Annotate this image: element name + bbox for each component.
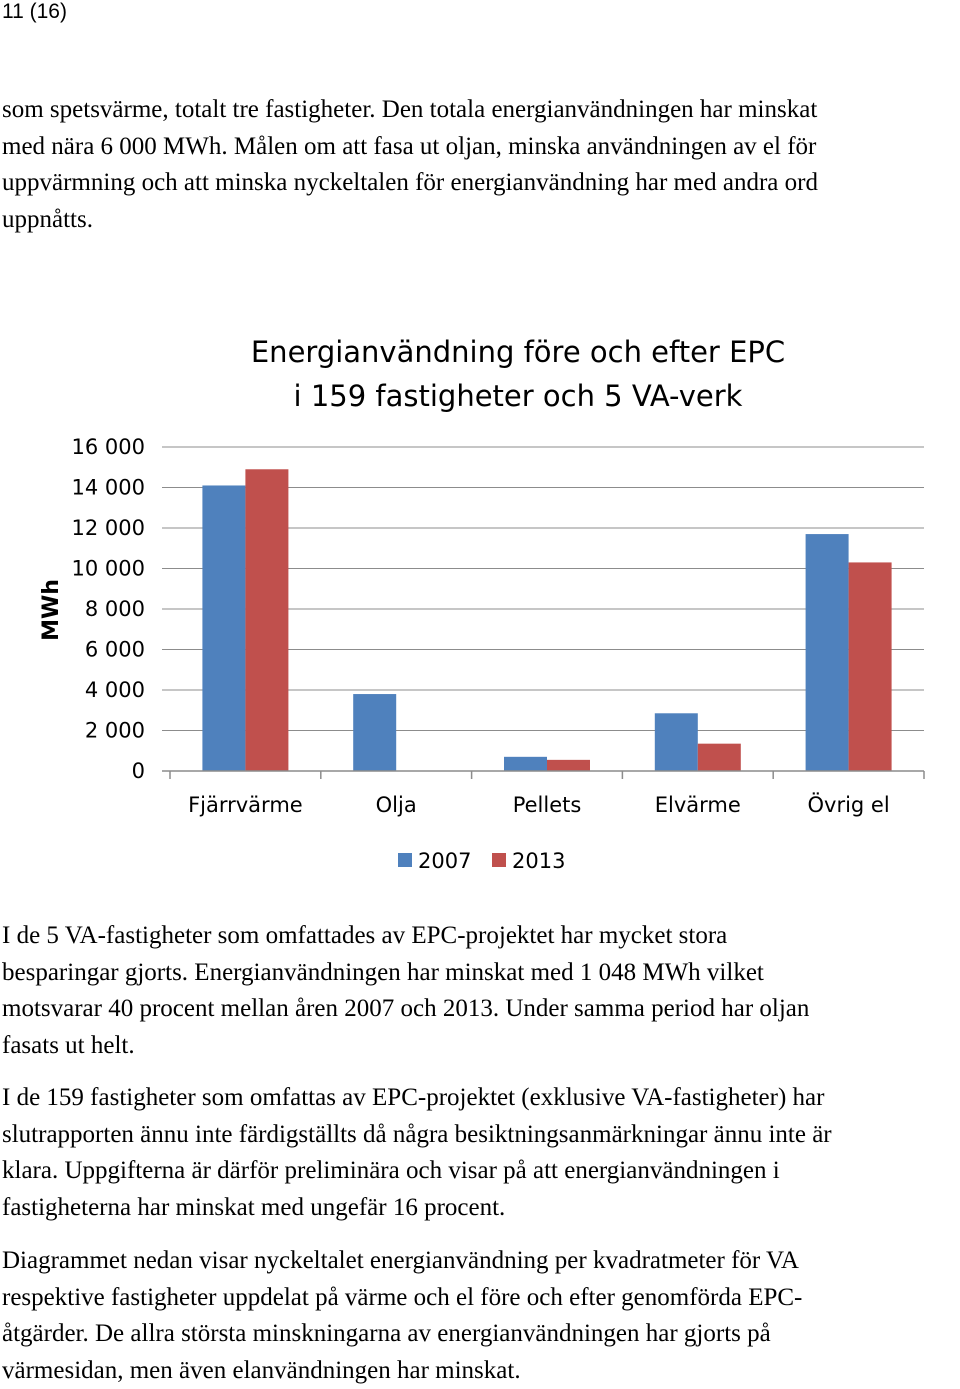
bar-2013-0	[245, 469, 289, 771]
gridlines	[162, 446, 924, 731]
bar-2013-2	[547, 759, 590, 771]
paragraph-va-line: besparingar gjorts. Energianvändningen h…	[2, 958, 764, 986]
y-tick-label: 14 000	[72, 476, 145, 500]
bar-2007-0	[202, 485, 246, 771]
bar-2013-3	[697, 743, 741, 771]
category-label: Pellets	[513, 793, 582, 817]
paragraph-va-line: fasats ut helt.	[2, 1031, 135, 1059]
paragraph-intro-line: uppnåtts.	[2, 205, 93, 233]
paragraph-diagram-line: Diagrammet nedan visar nyckeltalet energ…	[2, 1247, 799, 1274]
paragraph-diagram-line: åtgärder. De allra största minskningarna…	[2, 1320, 771, 1348]
paragraph-diagram: Diagrammet nedan visar nyckeltalet energ…	[2, 1243, 960, 1389]
energy-chart: Energianvändning före och efter EPC i 15…	[0, 320, 960, 890]
category-labels: Fjärrvärme Olja Pellets Elvärme Övrig el	[188, 792, 890, 817]
bar-2007-3	[654, 713, 698, 771]
bars	[202, 469, 892, 771]
paragraph-intro-line: uppvärmning och att minska nyckeltalen f…	[2, 169, 818, 197]
bar-2007-4	[805, 534, 849, 771]
y-axis-label: MWh	[39, 579, 64, 641]
legend-label: 2007	[418, 849, 471, 873]
y-tick-label: 16 000	[72, 435, 145, 459]
bar-2007-2	[504, 756, 547, 771]
legend: 2007 2013	[398, 849, 565, 873]
category-label: Elvärme	[655, 793, 741, 817]
category-label: Övrig el	[808, 792, 890, 817]
y-tick-label: 2 000	[85, 719, 145, 743]
y-tick-label: 8 000	[85, 597, 145, 621]
paragraph-intro-line: som spetsvärme, totalt tre fastigheter. …	[2, 96, 818, 123]
paragraph-va: I de 5 VA-fastigheter som omfattades av …	[2, 918, 960, 1064]
bar-2013-4	[848, 562, 892, 771]
paragraph-intro: som spetsvärme, totalt tre fastigheter. …	[2, 92, 960, 238]
y-tick-label: 10 000	[72, 557, 145, 581]
legend-swatch-2007	[398, 853, 412, 867]
chart-title-line-2: i 159 fastigheter och 5 VA-verk	[294, 379, 743, 413]
y-tick-label: 6 000	[85, 638, 145, 662]
chart-title-line-1: Energianvändning före och efter EPC	[251, 335, 785, 369]
paragraph-fastigheter-line: fastigheterna har minskat med ungefär 16…	[2, 1193, 506, 1221]
legend-label: 2013	[512, 849, 565, 873]
y-tick-label: 0	[132, 759, 145, 783]
paragraph-fastigheter-line: I de 159 fastigheter som omfattas av EPC…	[2, 1084, 825, 1111]
paragraph-intro-line: med nära 6 000 MWh. Målen om att fasa ut…	[2, 132, 817, 160]
y-tick-labels: 0 2 000 4 000 6 000 8 000 10 000 12 000 14 000 1…	[72, 435, 145, 783]
legend-swatch-2013	[492, 853, 506, 867]
paragraph-va-line: I de 5 VA-fastigheter som omfattades av …	[2, 922, 728, 949]
paragraph-diagram-line: respektive fastigheter uppdelat på värme…	[2, 1283, 803, 1311]
category-label: Olja	[376, 793, 417, 817]
paragraph-fastigheter-line: slutrapporten ännu inte färdigställts då…	[2, 1120, 832, 1148]
bar-2007-1	[353, 694, 397, 771]
paragraph-diagram-line: värmesidan, men även elanvändningen har …	[2, 1356, 521, 1384]
paragraph-va-line: motsvarar 40 procent mellan åren 2007 oc…	[2, 995, 810, 1023]
chart-svg: Energianvändning före och efter EPC i 15…	[39, 335, 925, 873]
paragraph-fastigheter-line: klara. Uppgifterna är därför preliminära…	[2, 1157, 780, 1185]
paragraph-fastigheter: I de 159 fastigheter som omfattas av EPC…	[2, 1080, 960, 1226]
x-axis	[162, 770, 925, 779]
y-tick-label: 4 000	[85, 678, 145, 702]
y-tick-label: 12 000	[72, 516, 145, 540]
page-number: 11 (16)	[2, 0, 67, 23]
category-label: Fjärrvärme	[188, 793, 303, 817]
